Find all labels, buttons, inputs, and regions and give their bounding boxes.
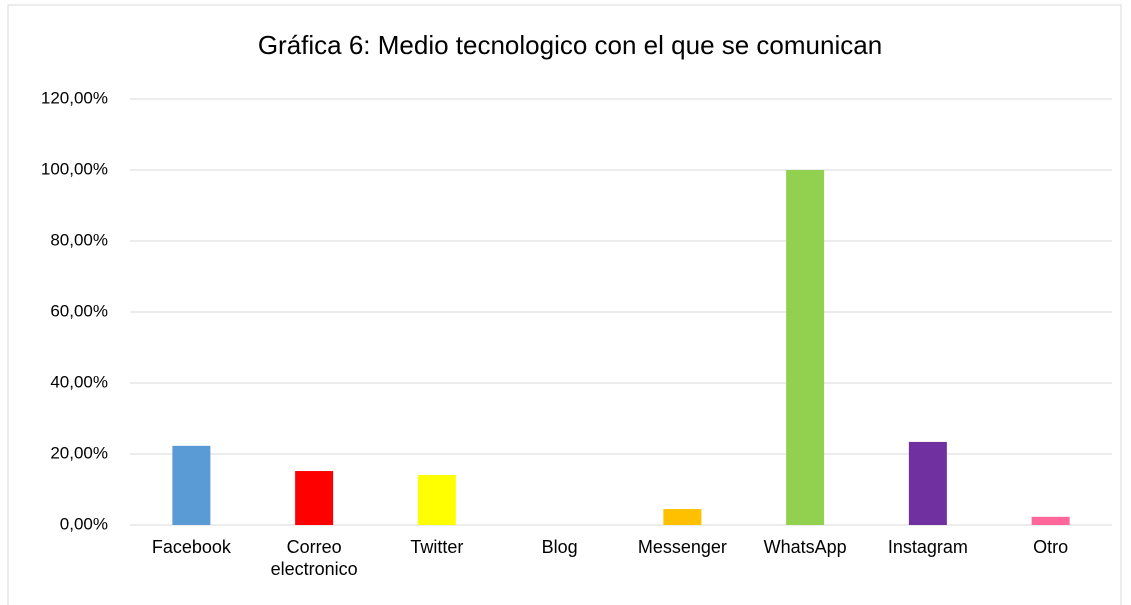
chart-title: Gráfica 6: Medio tecnologico con el que …: [258, 30, 882, 60]
y-tick-label: 20,00%: [50, 443, 108, 462]
bar: [908, 441, 947, 525]
y-tick-label: 40,00%: [50, 372, 108, 391]
y-tick-label: 100,00%: [41, 159, 108, 178]
bar: [786, 170, 825, 525]
y-tick-label: 0,00%: [60, 514, 108, 533]
bar: [295, 471, 334, 525]
x-tick-label: Twitter: [410, 537, 464, 557]
x-tick-label: Otro: [1033, 537, 1069, 557]
x-tick-label: Correo electronico: [270, 537, 358, 579]
y-tick-label: 60,00%: [50, 301, 108, 320]
x-tick-label: Facebook: [151, 537, 231, 557]
bar: [172, 445, 211, 525]
x-tick-label: Messenger: [637, 537, 727, 557]
bar: [417, 474, 456, 525]
x-tick-label: WhatsApp: [763, 537, 847, 557]
bar: [1031, 516, 1070, 525]
y-tick-label: 120,00%: [41, 88, 108, 107]
bar: [663, 509, 702, 525]
x-tick-label: Blog: [541, 537, 578, 557]
x-tick-label: Instagram: [887, 537, 968, 557]
y-tick-label: 80,00%: [50, 230, 108, 249]
